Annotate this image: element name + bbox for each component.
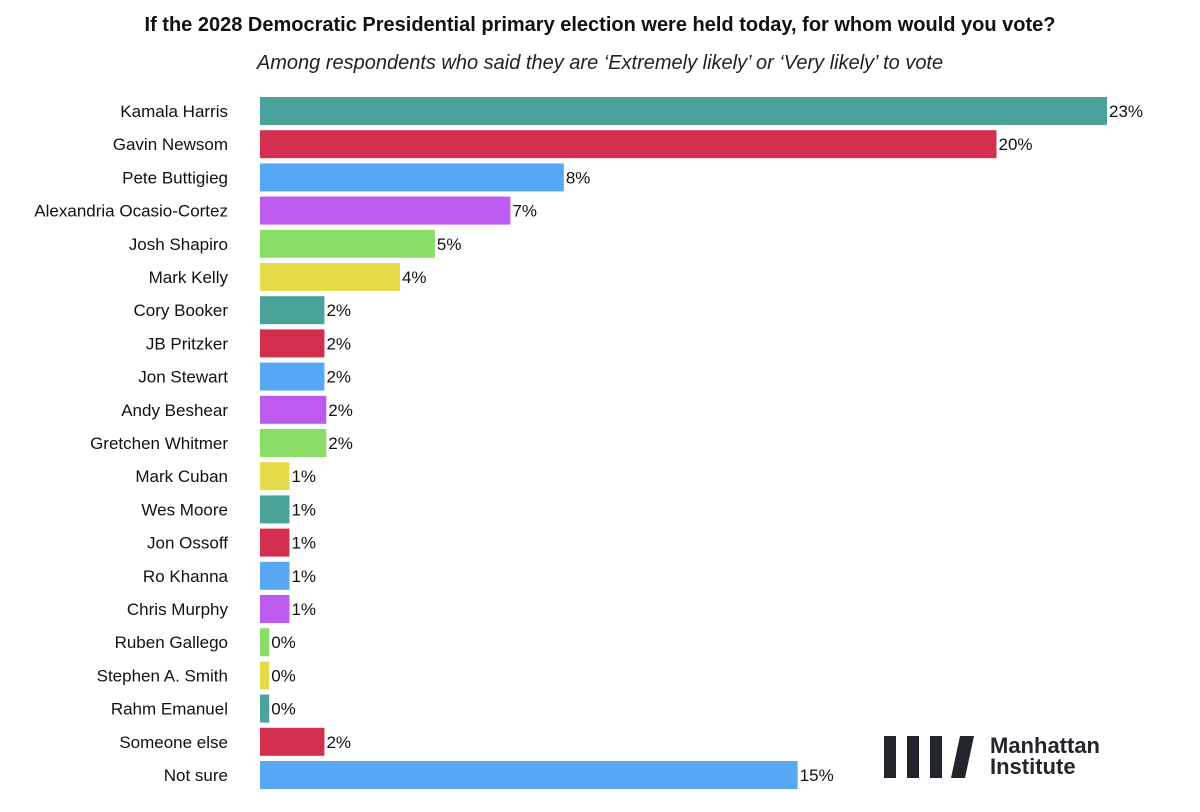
- data-label: 1%: [291, 600, 316, 619]
- category-label: Cory Booker: [134, 301, 229, 320]
- data-label: 2%: [326, 334, 351, 353]
- bar: [260, 395, 327, 424]
- bar: [260, 462, 290, 491]
- data-label: 1%: [291, 567, 316, 586]
- logo-line2: Institute: [990, 754, 1076, 779]
- data-label: 1%: [291, 534, 316, 553]
- category-label: Someone else: [119, 733, 228, 752]
- bar: [260, 495, 290, 524]
- category-label: Alexandria Ocasio-Cortez: [34, 202, 228, 221]
- bar: [260, 97, 1107, 125]
- chart-subtitle: Among respondents who said they are ‘Ext…: [256, 52, 944, 74]
- data-label: 2%: [326, 301, 351, 320]
- data-label: 20%: [999, 135, 1033, 154]
- data-label: 2%: [326, 733, 351, 752]
- category-label: Gretchen Whitmer: [90, 434, 228, 453]
- data-label: 5%: [437, 235, 462, 254]
- category-label: Mark Kelly: [149, 268, 229, 287]
- category-label: Josh Shapiro: [129, 235, 228, 254]
- data-label: 0%: [271, 700, 296, 719]
- bar: [260, 163, 564, 192]
- category-label: Wes Moore: [141, 500, 228, 519]
- bar: [260, 362, 325, 391]
- data-label: 0%: [271, 633, 296, 652]
- data-label: 0%: [271, 666, 296, 685]
- category-label: Gavin Newsom: [113, 135, 228, 154]
- bar: [260, 528, 290, 557]
- bar: [260, 196, 511, 225]
- bar: [260, 694, 270, 723]
- category-label: Pete Buttigieg: [122, 168, 228, 187]
- category-label: JB Pritzker: [146, 334, 229, 353]
- data-label: 4%: [402, 268, 427, 287]
- manhattan-institute-logo: Manhattan Institute: [884, 734, 1100, 778]
- bar: [260, 628, 270, 657]
- category-label: Chris Murphy: [127, 600, 229, 619]
- data-label: 7%: [512, 202, 537, 221]
- data-label: 1%: [291, 467, 316, 486]
- data-label: 8%: [566, 168, 591, 187]
- logo-mark-icon: [884, 736, 974, 778]
- bar: [260, 661, 270, 690]
- logo-line1: Manhattan: [990, 733, 1100, 758]
- bar: [260, 296, 325, 325]
- category-label: Mark Cuban: [135, 467, 228, 486]
- bar: [260, 229, 435, 258]
- bar: [260, 263, 400, 291]
- data-label: 23%: [1109, 102, 1143, 121]
- category-label: Jon Stewart: [138, 368, 228, 387]
- chart-title: If the 2028 Democratic Presidential prim…: [144, 14, 1056, 36]
- category-label: Stephen A. Smith: [97, 666, 228, 685]
- bar: [260, 329, 325, 358]
- data-label: 1%: [291, 500, 316, 519]
- category-label: Jon Ossoff: [147, 534, 228, 553]
- bar: [260, 130, 997, 159]
- data-label: 15%: [800, 766, 834, 785]
- bar: [260, 761, 798, 789]
- category-label: Ruben Gallego: [115, 633, 228, 652]
- bar: [260, 429, 327, 457]
- data-label: 2%: [328, 434, 353, 453]
- data-label: 2%: [328, 401, 353, 420]
- bar: [260, 595, 290, 623]
- data-label: 2%: [326, 368, 351, 387]
- category-label: Not sure: [164, 766, 228, 785]
- bar: [260, 727, 325, 756]
- category-label: Kamala Harris: [120, 102, 228, 121]
- bar: [260, 561, 290, 590]
- category-label: Andy Beshear: [121, 401, 228, 420]
- category-label: Ro Khanna: [143, 567, 229, 586]
- category-label: Rahm Emanuel: [111, 700, 228, 719]
